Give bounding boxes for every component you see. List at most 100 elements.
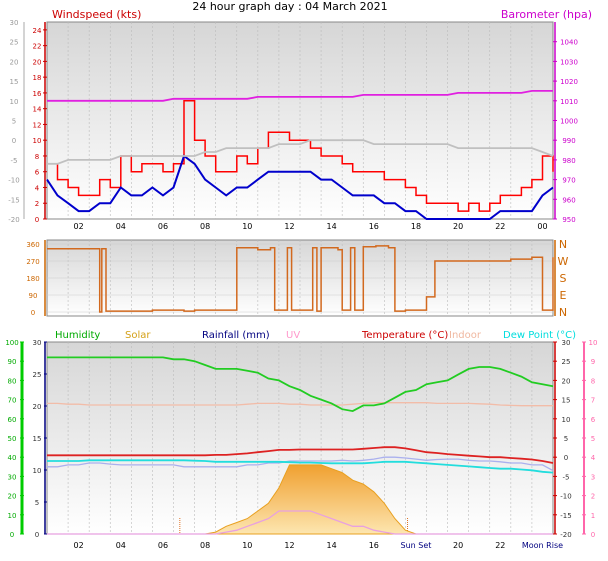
x-tick-label: 12 <box>284 222 294 231</box>
tick-label: 20 <box>8 493 17 501</box>
tick-label: -5 <box>563 473 570 481</box>
tick-label: 8 <box>591 377 595 385</box>
tick-label: 4 <box>35 184 40 192</box>
tick-label: 2 <box>591 493 595 501</box>
x-tick-label: 02 <box>74 541 84 550</box>
tick-label: 18 <box>33 74 42 82</box>
tick-label: 60 <box>8 416 17 424</box>
compass-label: E <box>560 289 567 302</box>
tick-label: 100 <box>5 339 18 347</box>
x-tick-label: 04 <box>116 222 126 231</box>
tick-label: 15 <box>10 78 19 86</box>
legend-rainfall-mm: Rainfall (mm) <box>202 330 270 341</box>
series-humidity-line <box>47 356 554 413</box>
compass-label: N <box>559 306 567 319</box>
tick-label: 10 <box>8 512 17 520</box>
tick-label: 4 <box>591 454 596 462</box>
tick-label: 16 <box>33 90 42 98</box>
tick-label: 1040 <box>560 39 578 47</box>
tick-label: 1020 <box>560 78 578 86</box>
tick-label: 5 <box>35 499 39 507</box>
series-uv-line <box>47 510 553 535</box>
tick-label: 0 <box>35 531 39 539</box>
tick-label: 5 <box>12 118 16 126</box>
x-tick-label: 08 <box>200 222 210 231</box>
x-tick-label: 16 <box>369 541 379 550</box>
tick-label: 25 <box>33 371 42 379</box>
compass-label: S <box>560 272 567 285</box>
tick-label: 0 <box>564 454 568 462</box>
tick-label: 10 <box>589 339 598 347</box>
tick-label: 2 <box>35 200 39 208</box>
tick-label: 50 <box>8 435 17 443</box>
wind-panel-series <box>46 90 554 220</box>
series-apparent-line <box>47 456 554 472</box>
tick-label: 8 <box>35 153 39 161</box>
tick-label: 80 <box>8 377 17 385</box>
tick-label: -5 <box>11 157 18 165</box>
series-indoor-line <box>47 402 553 407</box>
tick-label: -20 <box>560 531 571 539</box>
tick-label: 25 <box>10 39 19 47</box>
tick-label: 270 <box>26 258 39 266</box>
tick-label: 22 <box>33 43 42 51</box>
series-line-wind-chill <box>47 139 554 165</box>
tick-label: 1030 <box>560 58 578 66</box>
legend-temperature-c: Temperature (°C) <box>361 330 448 341</box>
x-tick-label: 18 <box>411 222 421 231</box>
tick-label: 360 <box>26 241 39 249</box>
tick-label: 0 <box>591 531 595 539</box>
tick-label: 20 <box>33 403 42 411</box>
tick-label: 14 <box>33 106 42 114</box>
series-line-barometer-hpa- <box>47 90 553 102</box>
x-tick-label: 16 <box>369 222 379 231</box>
tick-label: 20 <box>10 58 19 66</box>
tick-label: 6 <box>591 416 596 424</box>
legend-barometer: Barometer (hpa) <box>501 8 592 21</box>
x-tick-label: 12 <box>284 541 294 550</box>
x-tick-label: Moon Rise <box>522 541 563 550</box>
tick-label: 0 <box>10 531 14 539</box>
tick-label: 30 <box>33 339 42 347</box>
tick-label: 960 <box>562 196 575 204</box>
wind-panel-grid <box>67 22 533 219</box>
tick-label: 5 <box>591 435 595 443</box>
tick-label: 950 <box>562 216 575 224</box>
direction-panel-series <box>47 245 554 313</box>
series-temperature-c-line <box>47 446 554 464</box>
tick-label: 980 <box>562 157 575 165</box>
temperature-panel-axes: 1009080706050403020100302520151050302520… <box>5 339 597 550</box>
tick-label: 0 <box>31 309 35 317</box>
tick-label: 90 <box>8 358 17 366</box>
tick-label: 6 <box>35 169 40 177</box>
tick-label: 1000 <box>560 118 578 126</box>
tick-label: 30 <box>8 473 17 481</box>
x-tick-label: 20 <box>453 222 463 231</box>
tick-label: 10 <box>10 98 19 106</box>
tick-label: 9 <box>591 358 595 366</box>
tick-label: 0 <box>12 137 16 145</box>
chart-title: 24 hour graph day : 04 March 2021 <box>192 0 387 13</box>
compass-label: W <box>558 255 569 268</box>
x-tick-label: 14 <box>327 541 337 550</box>
tick-label: -20 <box>8 216 19 224</box>
tick-label: -15 <box>560 512 571 520</box>
x-tick-label: 00 <box>537 222 547 231</box>
tick-label: 10 <box>33 137 42 145</box>
legend-solar: Solar <box>125 330 151 341</box>
compass-label: N <box>559 238 567 251</box>
temperature-panel-series <box>47 356 554 535</box>
series-line-windspeed-avg <box>46 154 554 220</box>
tick-label: 180 <box>26 275 39 283</box>
x-tick-label: 02 <box>74 222 84 231</box>
x-tick-label: 06 <box>158 541 168 550</box>
legend-dew-point-c: Dew Point (°C) <box>503 330 576 341</box>
x-tick-label: 04 <box>116 541 126 550</box>
tick-label: 40 <box>8 454 17 462</box>
wind-panel-axes: 302520151050-5-10-15-2024222018161412108… <box>8 19 578 231</box>
tick-label: 25 <box>562 358 571 366</box>
tick-label: 20 <box>562 377 571 385</box>
x-tick-label: 10 <box>242 222 252 231</box>
